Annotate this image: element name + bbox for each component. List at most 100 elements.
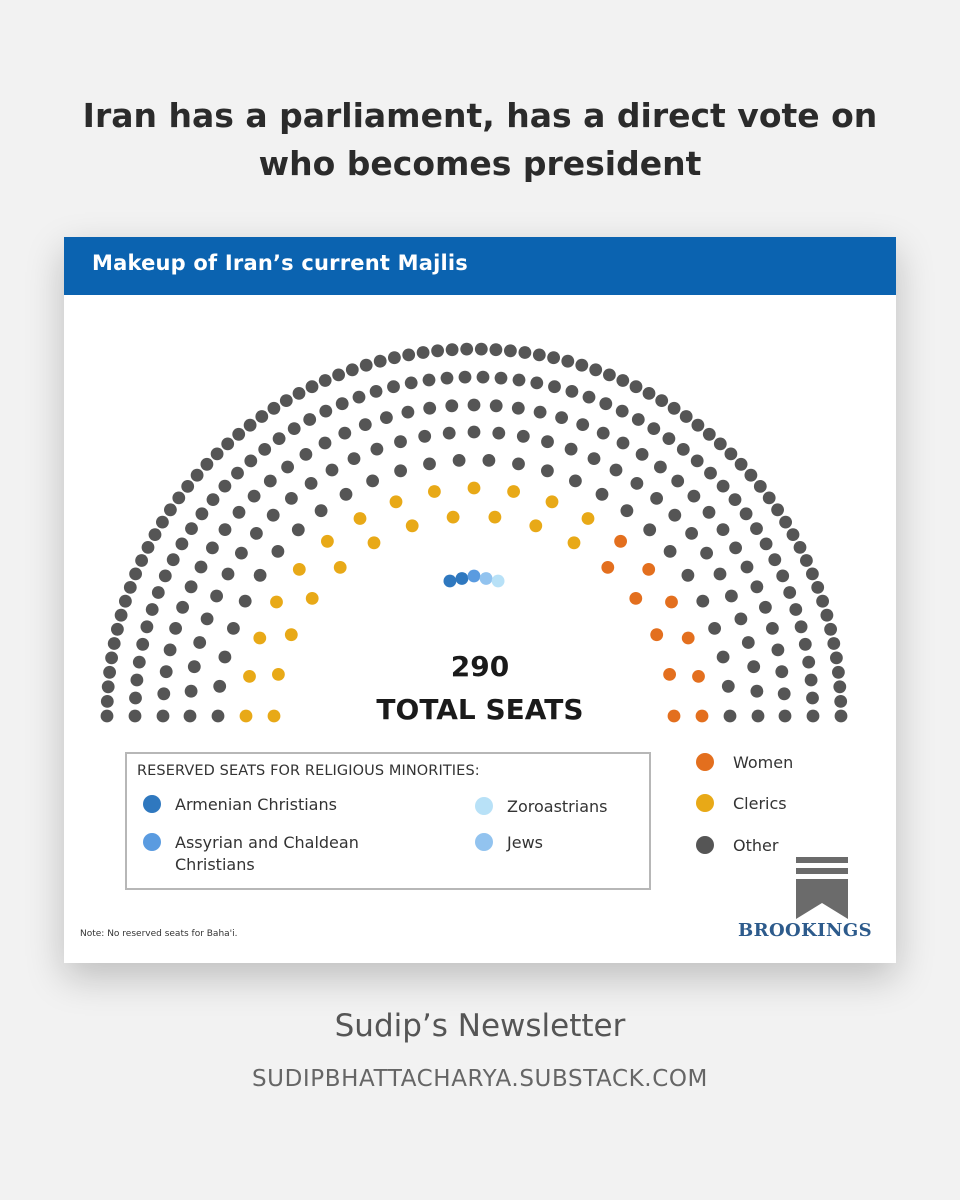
seat-clerics [581,512,595,525]
seat-other [404,376,418,390]
seat-other [305,380,319,394]
seat-other [569,474,582,488]
seat-clerics [292,563,306,576]
seat-other [489,343,503,357]
newsletter-name: Sudip’s Newsletter [334,1008,626,1044]
seat-other [533,405,547,419]
seat-other [299,448,313,461]
seat-other [339,487,353,501]
seat-other [359,358,373,372]
seat-other [713,437,727,451]
seat-other [642,387,656,400]
seat-women [665,595,678,609]
seat-other [654,460,667,474]
seat-other [561,354,575,368]
seat-clerics [405,519,419,533]
seat-other [789,603,803,616]
seat-other [716,650,730,664]
seat-other [753,480,767,493]
seat-other [129,567,142,581]
seat-other [272,432,286,445]
seat-other [210,589,224,603]
seat-other [370,442,384,456]
seat-other [494,371,508,385]
seat-other [751,709,765,723]
seat-clerics [428,485,441,498]
seat-other [575,358,589,372]
seat-clerics [267,709,281,723]
seat-other [603,368,616,382]
seat-other [185,522,198,535]
seat-clerics [243,670,256,683]
seat-other [492,426,506,440]
seat-other [548,380,561,394]
headline: Iran has a parliament, has a direct vote… [82,96,878,183]
seat-other [834,709,848,723]
seat-other [599,397,613,411]
seat-women [692,670,705,683]
seat-other [452,454,466,467]
seat-other [194,560,208,574]
seat-other [332,368,345,382]
seat-clerics [353,512,367,525]
seat-other [253,568,267,582]
seat-other [169,622,182,635]
seat-other [565,385,579,398]
seat-women [642,563,656,576]
seat-other [489,399,503,413]
seat-other [482,454,496,467]
seat-clerics [529,519,543,533]
seat-other [467,425,481,439]
seat-other [741,636,755,649]
seat-other [221,567,235,581]
seat-other [366,474,379,488]
seat-other [380,411,393,424]
seat-other [798,637,812,651]
seat-other [206,493,220,506]
seat-other [676,443,690,456]
seat-other [778,709,792,723]
seat-other [206,541,219,555]
seat-other [786,528,800,541]
seat-other [247,489,261,503]
seat-clerics [270,595,283,609]
seat-other [630,477,644,490]
seat-other [119,594,132,608]
seat-other [476,370,490,384]
seat-other [181,480,195,493]
legend-label-assyrian-chaldean-christians: Assyrian and Chaldean Christians [175,833,359,874]
seat-other [304,477,318,490]
seat-other [750,522,763,535]
seat-women [681,631,695,645]
seat-other [734,457,748,471]
seat-other [255,410,269,423]
seat-clerics [488,510,502,524]
seat-other [163,643,177,657]
legend-label-armenian-christians: Armenian Christians [175,795,337,814]
seat-other [271,545,285,558]
seat-other [266,508,280,522]
seat-other [504,344,517,358]
seat-other [589,363,603,377]
seat-other [164,503,177,517]
seat-other [458,370,472,384]
seat-other [716,479,730,493]
legend-label-jews: Jews [507,833,543,852]
chart-card: Makeup of Iran’s current Majlis 290 TOTA… [64,237,896,963]
seat-other [512,457,525,471]
seat-other [101,680,115,694]
seat-other [345,363,359,377]
seat-other [100,709,114,723]
seat-armenian-christians [455,572,469,585]
seat-other [768,553,782,567]
seat-other [518,346,532,359]
seat-other [820,608,834,622]
seat-other [423,457,436,471]
seat-other [759,537,773,551]
seat-clerics [272,668,285,681]
seat-other [679,410,693,423]
seat-other [132,655,146,669]
seat-other [422,373,436,387]
seat-other [794,620,808,634]
seat-other [394,464,407,478]
